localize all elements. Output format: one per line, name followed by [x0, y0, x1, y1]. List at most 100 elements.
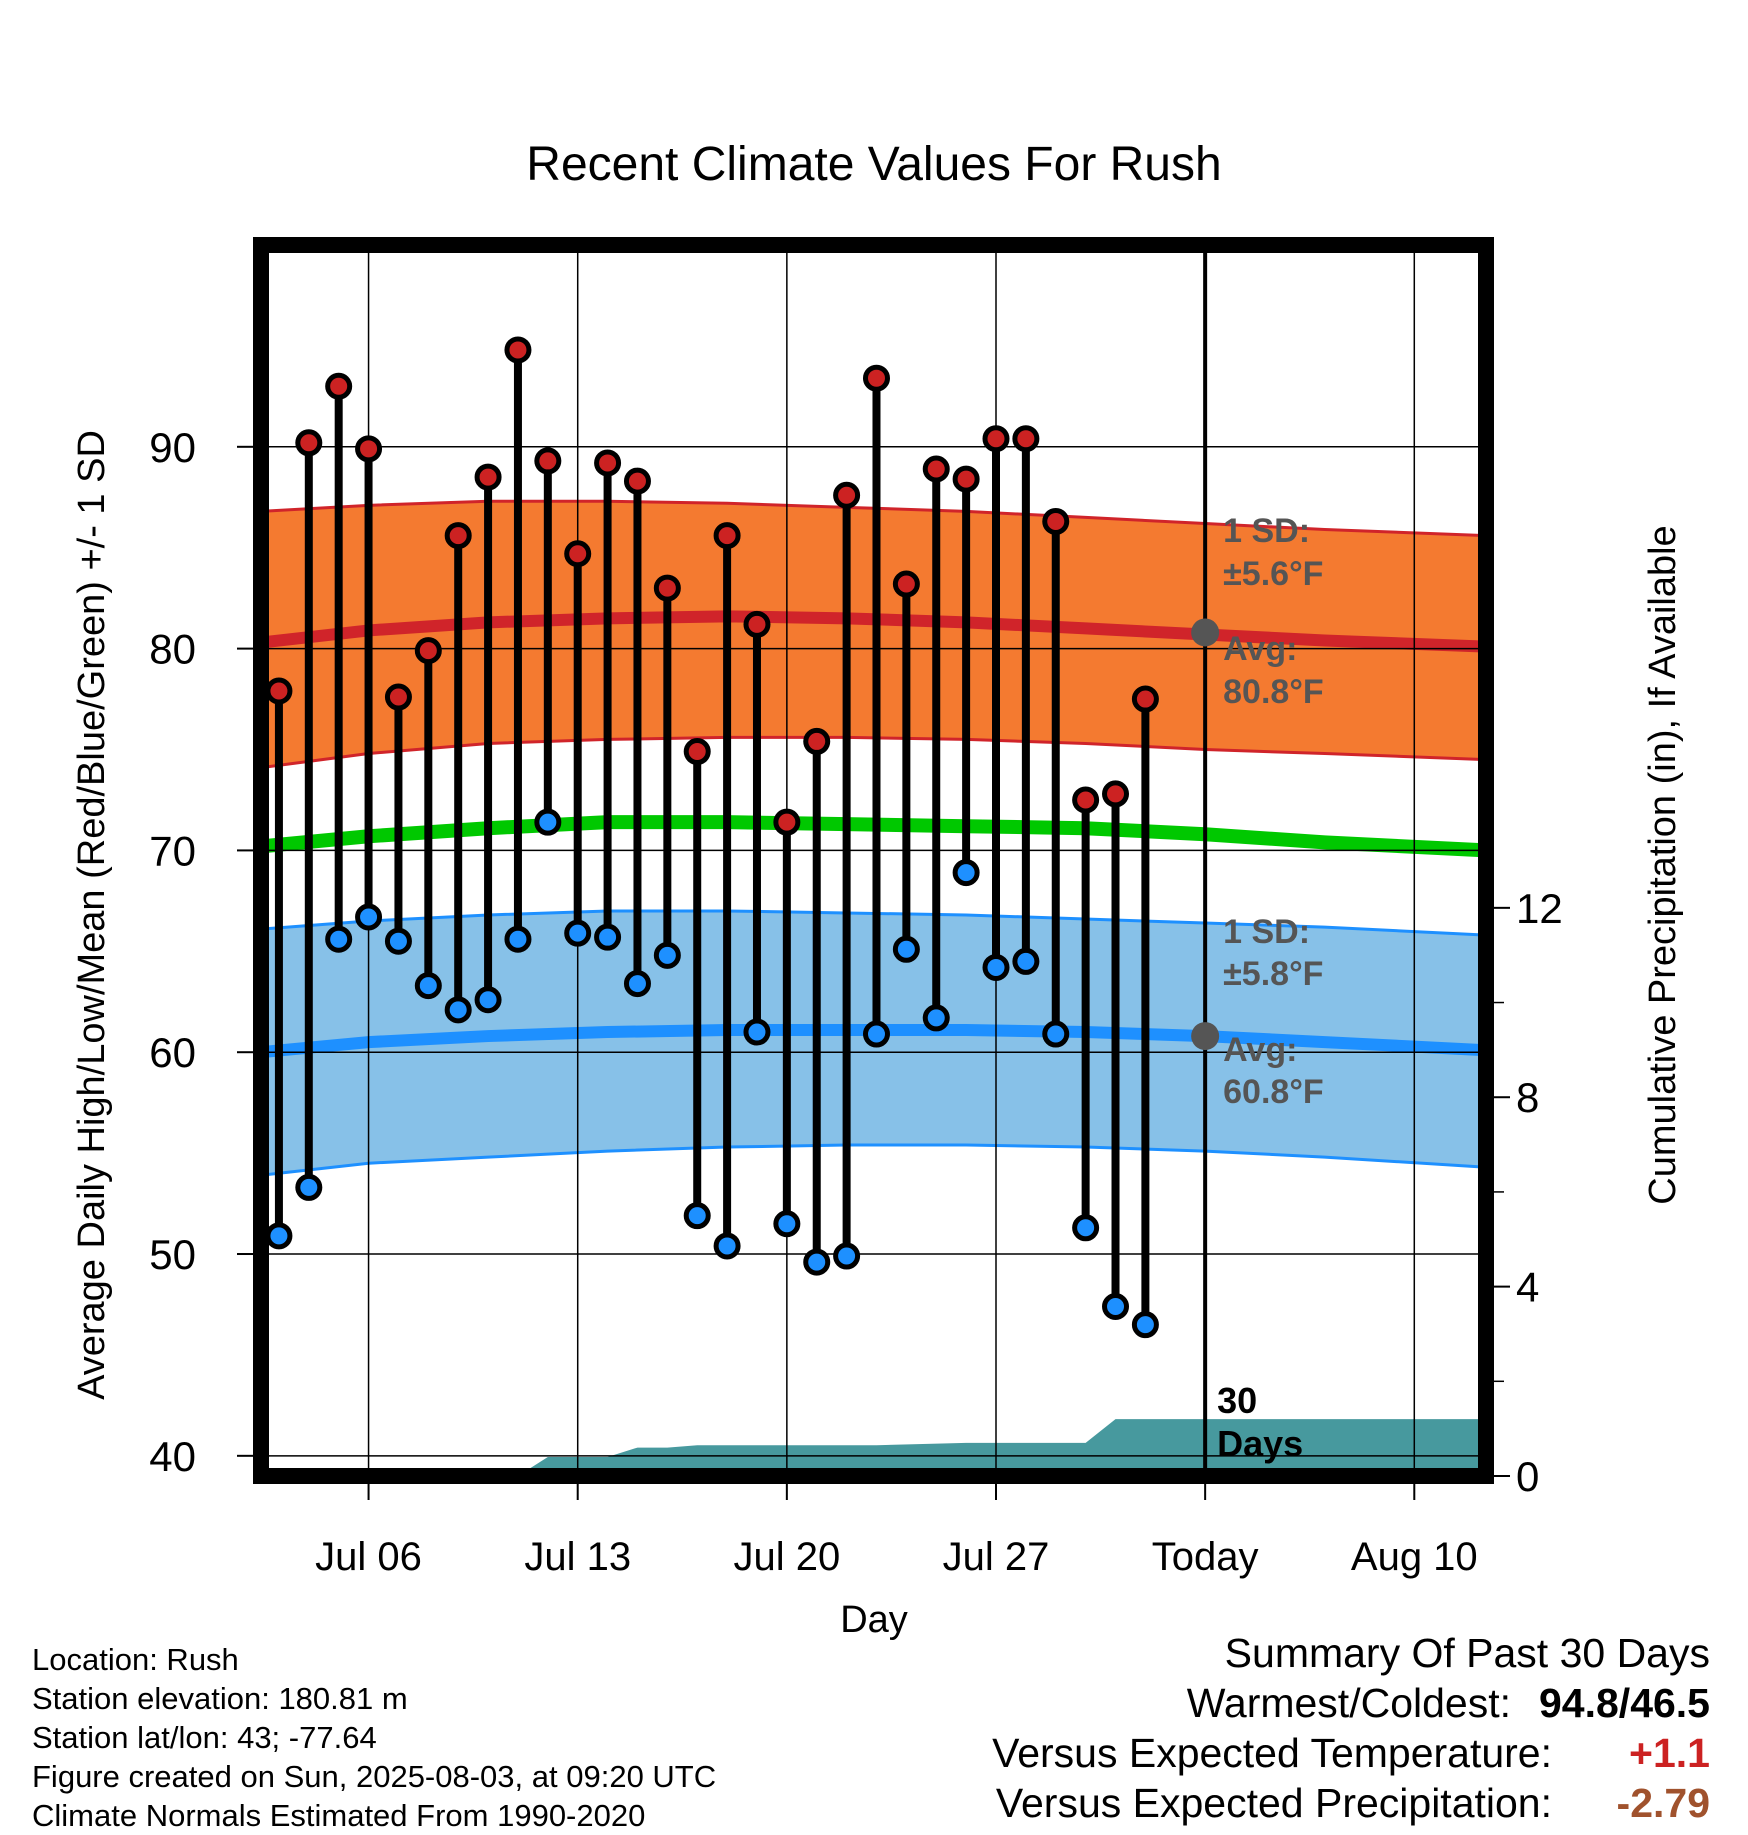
low-point	[355, 903, 383, 931]
high-point	[623, 467, 651, 495]
latlon-text: Station lat/lon: 43; -77.64	[32, 1720, 377, 1755]
high-point	[982, 425, 1010, 453]
high-point	[683, 738, 711, 766]
y-right-tick-label: 8	[1516, 1074, 1539, 1121]
x-tick-label: Jul 20	[733, 1535, 840, 1579]
high-point	[862, 364, 890, 392]
y-left-tick-label: 80	[149, 626, 196, 673]
low-sd-value: ±5.8°F	[1223, 955, 1323, 993]
high-point	[1042, 507, 1070, 535]
low-point	[922, 1004, 950, 1032]
created-text: Figure created on Sun, 2025-08-03, at 09…	[32, 1759, 717, 1794]
precip-departure-label: Versus Expected Precipitation:	[995, 1780, 1552, 1826]
summary-title: Summary Of Past 30 Days	[1224, 1630, 1710, 1676]
low-point	[803, 1248, 831, 1276]
high-point	[444, 522, 472, 550]
high-avg-label: Avg:	[1223, 630, 1297, 668]
high-point	[325, 372, 353, 400]
low-point	[295, 1173, 323, 1201]
high-point	[922, 455, 950, 483]
low-point	[862, 1020, 890, 1048]
precipitation-area	[261, 1419, 1486, 1476]
high-point	[564, 540, 592, 568]
low-point	[653, 941, 681, 969]
low-point	[713, 1232, 741, 1260]
low-avg-value: 60.8°F	[1223, 1073, 1324, 1111]
high-point	[265, 677, 293, 705]
y-right-tick-label: 12	[1516, 885, 1563, 932]
low-point	[265, 1222, 293, 1250]
location-text: Location: Rush	[32, 1642, 239, 1677]
high-point	[773, 808, 801, 836]
high-avg-today-marker	[1191, 618, 1220, 647]
high-point	[295, 429, 323, 457]
low-point	[384, 927, 412, 955]
elevation-text: Station elevation: 180.81 m	[32, 1681, 408, 1716]
high-avg-value: 80.8°F	[1223, 673, 1324, 711]
low-point	[1042, 1020, 1070, 1048]
low-point	[892, 935, 920, 963]
warm-cold-value: 94.8/46.5	[1539, 1680, 1710, 1726]
high-sd-value: ±5.6°F	[1223, 555, 1323, 593]
temp-departure-value: +1.1	[1629, 1730, 1710, 1776]
high-sd-label: 1 SD:	[1223, 512, 1310, 550]
low-point	[444, 996, 472, 1024]
temp-departure-label: Versus Expected Temperature:	[992, 1730, 1552, 1776]
high-point	[594, 449, 622, 477]
low-point	[1072, 1214, 1100, 1242]
y-right-tick-label: 0	[1516, 1453, 1539, 1500]
low-point	[833, 1242, 861, 1270]
low-avg-label: Avg:	[1223, 1031, 1297, 1069]
x-tick-label: Jul 27	[943, 1535, 1050, 1579]
x-axis-label: Day	[840, 1599, 908, 1641]
low-point	[564, 919, 592, 947]
high-point	[743, 610, 771, 638]
normals-text: Climate Normals Estimated From 1990-2020	[32, 1798, 646, 1833]
high-point	[653, 574, 681, 602]
high-point	[1012, 425, 1040, 453]
low-point	[1012, 947, 1040, 975]
high-point	[1131, 685, 1159, 713]
low-point	[623, 970, 651, 998]
high-point	[1072, 786, 1100, 814]
low-point	[982, 953, 1010, 981]
low-point	[952, 859, 980, 887]
low-point	[1131, 1311, 1159, 1339]
low-point	[325, 925, 353, 953]
y-right-tick-label: 4	[1516, 1264, 1539, 1311]
high-point	[1102, 780, 1130, 808]
high-point	[803, 727, 831, 755]
high-point	[414, 637, 442, 665]
low-point	[594, 923, 622, 951]
chart-title: Recent Climate Values For Rush	[526, 138, 1221, 191]
high-point	[952, 465, 980, 493]
high-point	[384, 683, 412, 711]
low-avg-today-marker	[1191, 1022, 1220, 1051]
y-left-tick-label: 50	[149, 1231, 196, 1278]
precip-departure-value: -2.79	[1616, 1780, 1710, 1826]
y-left-tick-label: 40	[149, 1433, 196, 1480]
period-label-count: 30	[1217, 1380, 1257, 1421]
low-point	[743, 1018, 771, 1046]
low-point	[773, 1210, 801, 1238]
high-point	[504, 336, 532, 364]
period-label-unit: Days	[1217, 1423, 1303, 1464]
high-point	[534, 447, 562, 475]
x-tick-label: Jul 06	[315, 1535, 422, 1579]
y-axis-right-label: Cumulative Precipitation (in), If Availa…	[1642, 525, 1684, 1204]
high-point	[474, 463, 502, 491]
high-point	[713, 522, 741, 550]
plot-frame	[253, 237, 1494, 1484]
low-point	[504, 925, 532, 953]
high-point	[355, 435, 383, 463]
low-point	[534, 808, 562, 836]
low-point	[1102, 1292, 1130, 1320]
warm-cold-label: Warmest/Coldest:	[1186, 1680, 1511, 1726]
high-point	[892, 570, 920, 598]
low-point	[414, 972, 442, 1000]
y-left-tick-label: 60	[149, 1029, 196, 1076]
y-axis-left-label: Average Daily High/Low/Mean (Red/Blue/Gr…	[71, 430, 113, 1400]
y-left-tick-label: 90	[149, 424, 196, 471]
high-point	[833, 481, 861, 509]
